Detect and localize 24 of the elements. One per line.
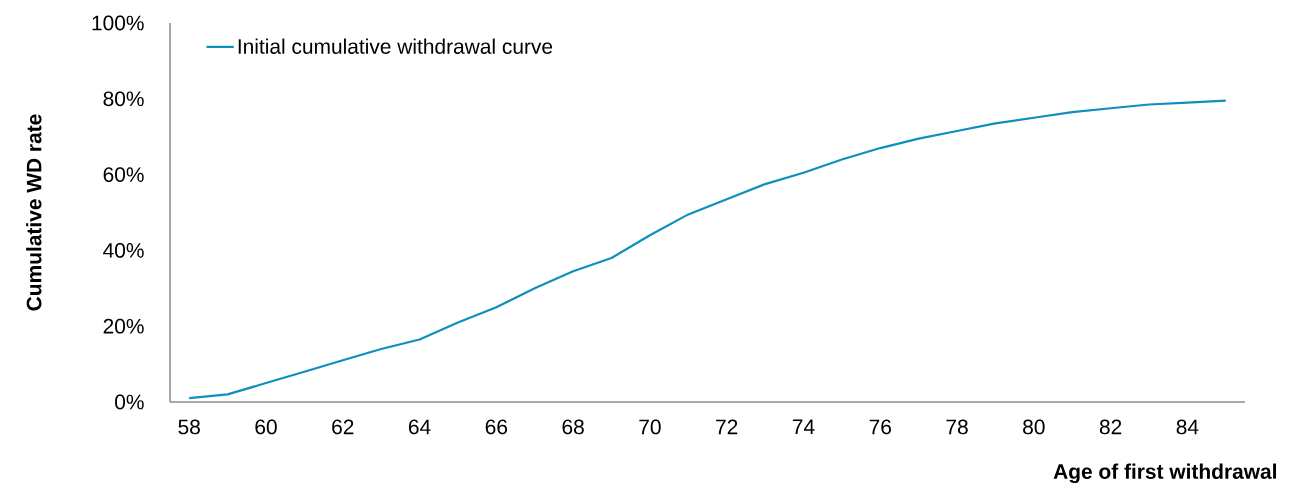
y-tick-label: 20% <box>103 318 144 334</box>
line-series <box>188 99 1227 400</box>
x-tick-label: 66 <box>485 419 508 435</box>
x-tick-label: 78 <box>946 419 968 435</box>
x-tick-label: 84 <box>1176 419 1199 435</box>
x-tick-label: 72 <box>716 419 738 435</box>
y-axis-title: Cumulative WD rate <box>26 114 42 311</box>
x-tick-label: 68 <box>562 419 584 435</box>
x-tick-label: 76 <box>869 419 891 435</box>
legend-label: Initial cumulative withdrawal curve <box>238 38 553 54</box>
y-tick-label: 100% <box>92 15 144 31</box>
x-tick-label: 64 <box>408 419 431 435</box>
x-axis-title: Age of first withdrawal <box>1053 463 1276 484</box>
y-tick-label: 40% <box>103 242 144 258</box>
y-tick-label: 60% <box>103 167 144 182</box>
y-tick-label: 80% <box>103 91 144 107</box>
x-tick-label: 70 <box>639 419 661 435</box>
x-tick-label: 58 <box>178 419 200 435</box>
x-tick-label: 60 <box>255 419 277 435</box>
x-tick-label: 80 <box>1023 419 1045 435</box>
x-tick-label: 62 <box>332 419 354 435</box>
x-tick-label: 74 <box>792 419 815 434</box>
y-tick-label: 0% <box>115 394 144 410</box>
x-tick-label: 82 <box>1099 419 1122 435</box>
